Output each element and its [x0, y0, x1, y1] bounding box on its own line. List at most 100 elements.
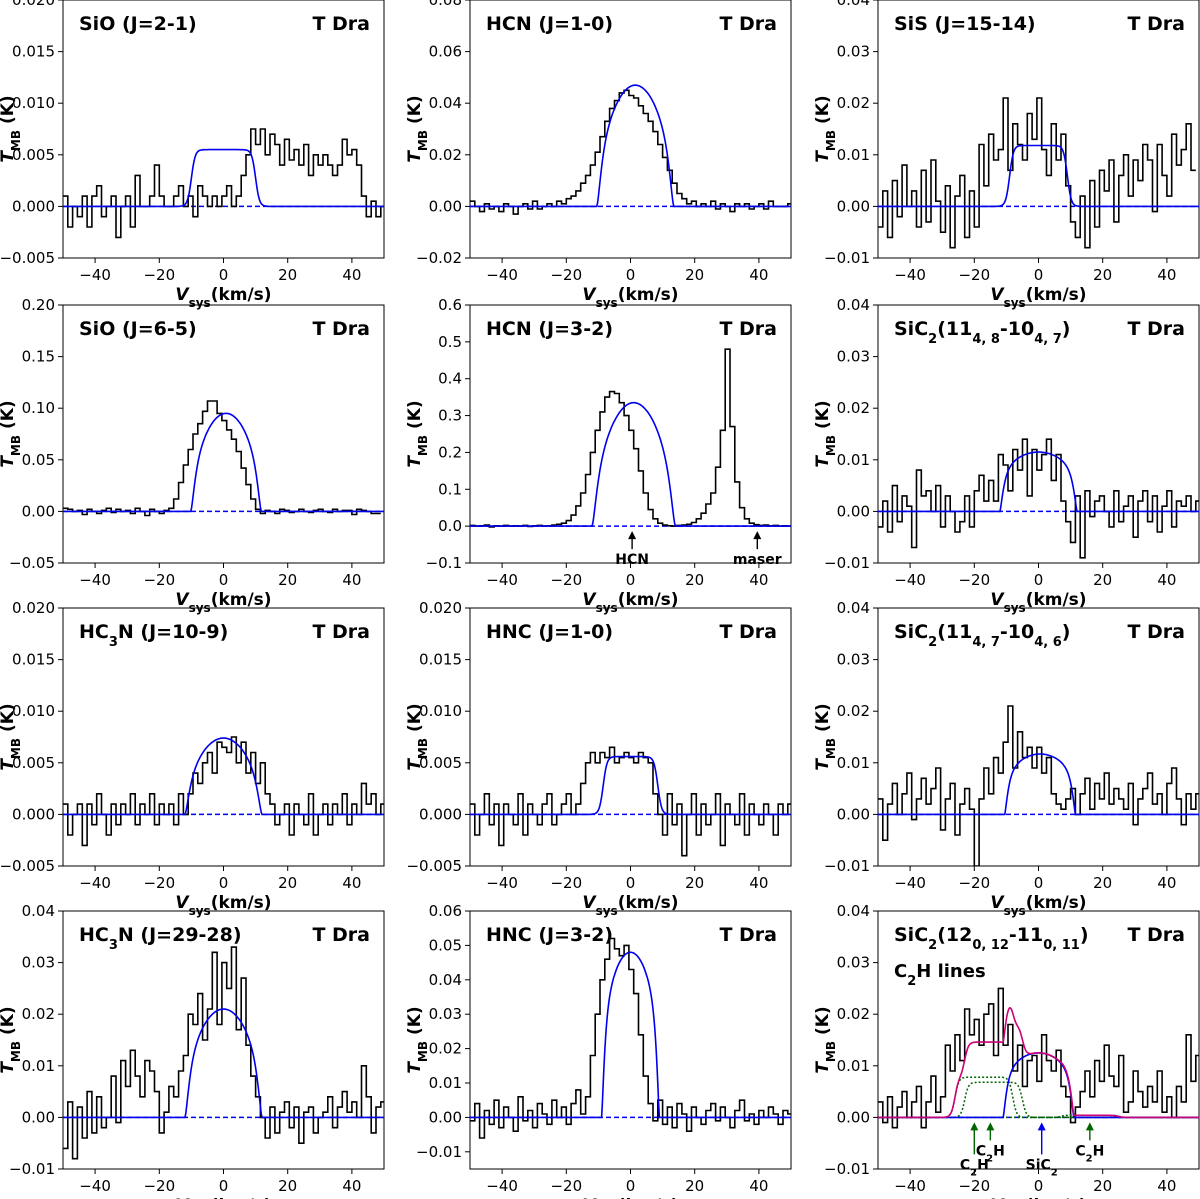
x-axis-label: Vsys(km/s) [582, 590, 678, 615]
x-tick-label: 0 [1034, 1177, 1044, 1195]
x-tick-label: 20 [278, 571, 297, 589]
annotation-label: SiC2 [1026, 1157, 1058, 1178]
annotation-label: C2H [960, 1157, 989, 1178]
x-tick-label: −40 [894, 266, 926, 284]
y-tick-label: −0.01 [824, 857, 870, 875]
spectrum-panel: −40 −20 0 20 40 −0.01 0.00 0.01 0.02 0.03 0.04 SiS … [813, 0, 1200, 310]
panel-title: HC3N (J=10-9) [79, 621, 228, 650]
x-axis-label: Vsys(km/s) [175, 893, 271, 918]
y-tick-label: −0.01 [416, 1143, 462, 1161]
x-axis-label: Vsys(km/s) [990, 285, 1086, 310]
fit-curve [63, 148, 384, 208]
y-tick-label: −0.005 [0, 249, 55, 267]
fit-curve [63, 737, 384, 816]
y-tick-label: 0.02 [837, 399, 870, 417]
spectrum-panel: −40 −20 0 20 40 −0.005 0.000 0.005 0.010 0.015 0.0… [405, 599, 792, 918]
x-tick-label: 20 [278, 874, 297, 892]
panel-title: SiC2(114, 8-104, 7) [894, 318, 1070, 347]
annotation-label: maser [733, 552, 782, 568]
y-tick-label: 0.6 [438, 296, 462, 314]
y-tick-label: 0.08 [429, 0, 462, 9]
x-tick-label: 20 [685, 1177, 704, 1195]
y-tick-label: 0.5 [438, 333, 462, 351]
x-axis-label: Vsys(km/s) [175, 1196, 271, 1199]
x-tick-label: 40 [749, 1177, 768, 1195]
arrow-head-icon [753, 531, 762, 540]
x-tick-label: 0 [626, 266, 636, 284]
fit-curve [878, 753, 1199, 816]
observed-spectrum [63, 946, 384, 1160]
y-tick-label: 0.2 [438, 443, 462, 461]
source-label: T Dra [719, 621, 777, 643]
x-tick-label: 20 [1093, 266, 1112, 284]
observed-spectrum [470, 89, 791, 215]
y-tick-label: 0.3 [438, 407, 462, 425]
x-tick-label: 0 [219, 874, 229, 892]
panel-title: HCN (J=3-2) [486, 318, 613, 340]
x-axis-label: Vsys(km/s) [990, 1196, 1086, 1199]
y-axis-label: TMB (K) [0, 400, 23, 467]
x-tick-label: −20 [143, 874, 175, 892]
source-label: T Dra [719, 318, 777, 340]
x-tick-label: 20 [685, 571, 704, 589]
y-tick-label: 0.02 [837, 702, 870, 720]
y-axis-label: TMB (K) [0, 1006, 23, 1073]
fit-curve [470, 84, 791, 208]
y-tick-label: 0.01 [837, 1057, 870, 1075]
x-tick-label: 20 [685, 874, 704, 892]
spectrum-panel: −40 −20 0 20 40 −0.01 0.00 0.01 0.02 0.03 0.04 HC3N… [0, 902, 385, 1199]
y-tick-label: 0.15 [22, 348, 55, 366]
y-tick-label: 0.04 [837, 296, 870, 314]
y-tick-label: 0.005 [12, 754, 55, 772]
x-tick-label: 0 [219, 1177, 229, 1195]
x-tick-label: −20 [958, 874, 990, 892]
observed-spectrum [878, 987, 1199, 1129]
y-tick-label: 0.01 [837, 754, 870, 772]
x-axis-label: Vsys(km/s) [582, 1196, 678, 1199]
fit-curve [470, 401, 791, 527]
y-tick-label: 0.04 [837, 599, 870, 617]
x-tick-label: 0 [219, 266, 229, 284]
panel-title: HNC (J=1-0) [486, 621, 613, 643]
y-tick-label: 0.03 [429, 1005, 462, 1023]
y-tick-label: −0.05 [9, 554, 55, 572]
y-axis-label: TMB (K) [405, 95, 430, 162]
arrow-head-icon [1085, 1122, 1094, 1131]
source-label: T Dra [312, 621, 370, 643]
x-tick-label: 0 [219, 571, 229, 589]
source-label: T Dra [312, 924, 370, 946]
y-tick-label: −0.01 [9, 1160, 55, 1178]
x-tick-label: −40 [486, 1177, 518, 1195]
fit-curve [470, 951, 791, 1119]
observed-spectrum [63, 128, 384, 239]
y-axis-label: TMB (K) [405, 703, 430, 770]
y-tick-label: 0.02 [22, 1005, 55, 1023]
x-axis-label: Vsys(km/s) [582, 893, 678, 918]
y-axis-label: TMB (K) [405, 1006, 430, 1073]
annotation-label: HCN [615, 552, 649, 568]
y-axis-label: TMB (K) [0, 95, 23, 162]
y-tick-label: 0.1 [438, 480, 462, 498]
y-tick-label: −0.02 [416, 249, 462, 267]
observed-spectrum [63, 400, 381, 517]
y-tick-label: 0.00 [22, 502, 55, 520]
x-tick-label: 20 [1093, 1177, 1112, 1195]
observed-spectrum [470, 937, 791, 1139]
spectrum-panel: −40 −20 0 20 40 −0.005 0.000 0.005 0.010 0.015 0.0… [0, 599, 385, 918]
y-tick-label: −0.005 [406, 857, 462, 875]
y-tick-label: 0.20 [22, 296, 55, 314]
y-tick-label: 0.05 [22, 451, 55, 469]
y-tick-label: 0.00 [22, 1108, 55, 1126]
y-tick-label: −0.1 [426, 554, 462, 572]
x-tick-label: 20 [1093, 571, 1112, 589]
y-tick-label: 0.015 [12, 651, 55, 669]
x-tick-label: −40 [486, 266, 518, 284]
spectrum-panel: −40 −20 0 20 40 −0.01 0.00 0.01 0.02 0.03 0.04 SiC2… [813, 599, 1200, 918]
x-tick-label: 0 [626, 571, 636, 589]
x-tick-label: 40 [342, 571, 361, 589]
arrow-head-icon [628, 531, 637, 540]
annotation-label: C2H [976, 1143, 1005, 1164]
y-tick-label: 0.00 [837, 502, 870, 520]
y-tick-label: 0.005 [419, 754, 462, 772]
